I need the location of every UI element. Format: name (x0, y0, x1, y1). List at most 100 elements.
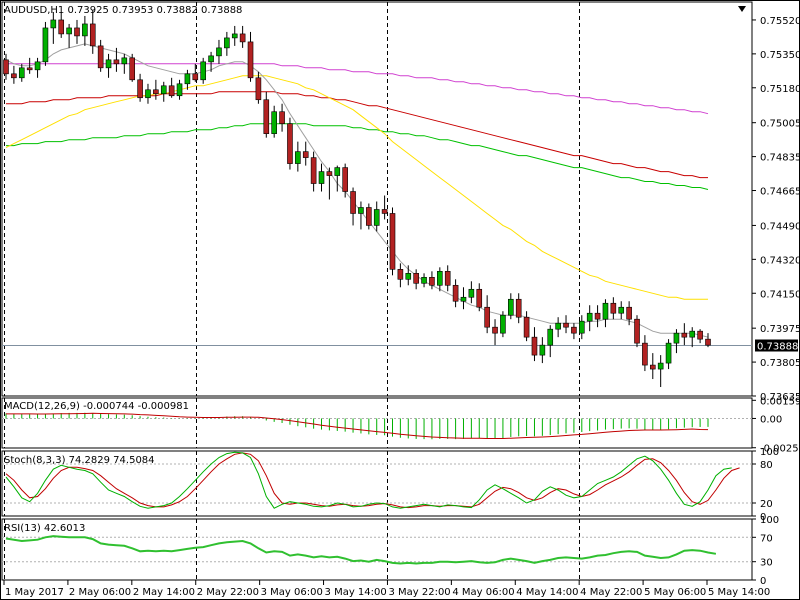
price-tick-label: 0.74835 (760, 153, 800, 164)
bull-candle (121, 57, 128, 65)
bull-candle (555, 322, 561, 330)
price-tick-label: 0.75520 (760, 16, 800, 27)
bull-candle (34, 61, 41, 71)
bull-candle (334, 167, 341, 176)
time-tick-label: 3 May 14:00 (325, 587, 387, 598)
bear-candle (58, 19, 65, 35)
bear-candle (492, 326, 498, 334)
stoch-main-line (5, 451, 732, 509)
bear-candle (247, 41, 254, 79)
time-tick-label: 2 May 22:00 (197, 587, 259, 598)
time-tick-label: 4 May 14:00 (516, 587, 578, 598)
bull-candle (176, 83, 183, 97)
bull-candle (618, 306, 625, 314)
bull-candle (673, 332, 680, 344)
scroll-marker-icon (738, 6, 746, 12)
bear-candle (531, 336, 538, 356)
bull-candle (145, 89, 151, 99)
bear-candle (263, 99, 270, 134)
bear-candle (153, 89, 159, 95)
bull-candle (295, 151, 301, 164)
bear-candle (97, 45, 104, 69)
bear-candle (89, 23, 96, 47)
price-tick-label: 0.73635 (760, 392, 800, 403)
bull-candle (539, 344, 546, 356)
bear-candle (168, 85, 175, 97)
ma-100-line (6, 123, 709, 190)
bear-candle (74, 27, 80, 37)
macd-signal-line (6, 412, 709, 439)
time-tick-label: 2 May 14:00 (133, 587, 195, 598)
bear-candle (350, 191, 356, 214)
bear-candle (381, 209, 388, 214)
time-tick-label: 5 May 06:00 (644, 587, 706, 598)
time-tick-label: 2 May 06:00 (69, 587, 131, 598)
bear-candle (476, 288, 483, 308)
bear-candle (279, 111, 285, 124)
bull-candle (42, 27, 49, 63)
price-tick-label: 0.75180 (760, 84, 800, 95)
price-tick-label: 0.75350 (760, 50, 800, 61)
bull-candle (318, 171, 325, 184)
bull-candle (437, 271, 443, 286)
bull-candle (66, 27, 72, 35)
current-price-badge (755, 339, 798, 352)
bull-candle (50, 19, 57, 29)
bear-candle (113, 59, 120, 65)
bear-candle (287, 123, 293, 164)
bull-candle (500, 314, 506, 334)
time-tick-label: 3 May 06:00 (261, 587, 323, 598)
bull-candle (231, 33, 238, 39)
bull-candle (271, 111, 277, 134)
bear-candle (3, 59, 9, 75)
stoch-tick-label: 20 (760, 499, 773, 510)
price-tick-label: 0.74320 (760, 255, 800, 266)
stoch-panel-border (1, 450, 753, 517)
bear-candle (255, 77, 262, 101)
bear-candle (26, 67, 33, 71)
bear-candle (429, 277, 435, 286)
stoch-label: Stoch(8,3,3) 74.2829 74.5084 (4, 455, 155, 466)
bear-candle (563, 322, 569, 328)
bear-candle (342, 167, 348, 192)
price-tick-label: 0.74490 (760, 221, 800, 232)
bull-candle (200, 61, 206, 81)
rsi-tick-label: 0 (760, 576, 766, 587)
bull-candle (405, 273, 412, 280)
bear-candle (452, 284, 459, 302)
current-price-label: 0.73888 (757, 342, 798, 353)
time-tick-label: 1 May 2017 (5, 587, 64, 598)
ma-50-line (5, 75, 708, 300)
macd-tick-label: 0.001597 (760, 396, 800, 407)
bull-candle (216, 47, 222, 57)
bear-candle (192, 73, 199, 81)
bear-candle (397, 269, 404, 280)
bull-candle (184, 73, 191, 85)
bear-candle (310, 157, 317, 184)
price-tick-label: 0.74665 (760, 187, 800, 198)
price-tick-label: 0.75005 (760, 119, 800, 130)
bull-candle (586, 312, 593, 322)
stoch-tick-label: 0 (760, 512, 766, 523)
bear-candle (649, 364, 656, 370)
stoch-signal-line (5, 452, 740, 509)
bear-candle (642, 342, 648, 366)
rsi-tick-label: 100 (760, 515, 779, 526)
bear-candle (389, 213, 396, 270)
macd-tick-label: 0.00 (760, 414, 782, 425)
bull-candle (208, 55, 214, 63)
bull-candle (602, 302, 609, 320)
bear-candle (697, 330, 703, 340)
bear-candle (302, 151, 309, 158)
macd-panel-border (1, 397, 753, 449)
rsi-label: RSI(13) 42.6013 (4, 523, 85, 534)
time-tick-label: 3 May 22:00 (388, 587, 450, 598)
bear-candle (129, 57, 136, 81)
price-tick-label: 0.73805 (760, 358, 800, 369)
bear-candle (484, 306, 490, 328)
bear-candle (626, 306, 632, 320)
bull-candle (578, 320, 585, 334)
bear-candle (681, 332, 688, 338)
ma-150-line (6, 91, 708, 179)
price-tick-label: 0.73975 (760, 324, 800, 335)
